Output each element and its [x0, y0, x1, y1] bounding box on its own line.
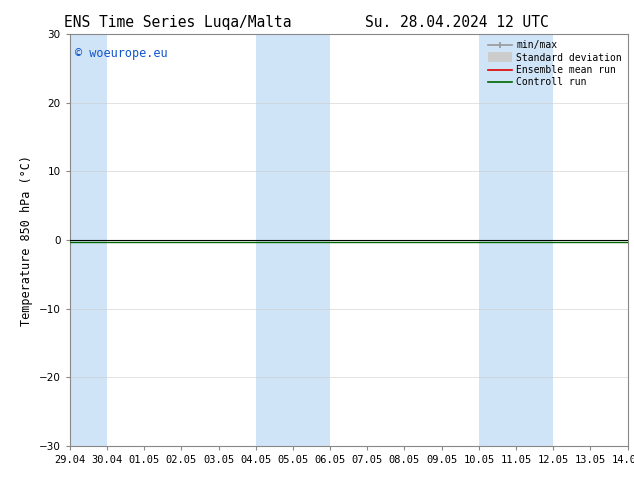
Bar [479, 34, 553, 446]
Bar [70, 34, 107, 446]
Text: © woeurope.eu: © woeurope.eu [75, 47, 168, 60]
Legend: min/max, Standard deviation, Ensemble mean run, Controll run: min/max, Standard deviation, Ensemble me… [484, 36, 626, 91]
Bar [256, 34, 330, 446]
Text: ENS Time Series Luqa/Malta: ENS Time Series Luqa/Malta [64, 15, 291, 30]
Text: Su. 28.04.2024 12 UTC: Su. 28.04.2024 12 UTC [365, 15, 548, 30]
Y-axis label: Temperature 850 hPa (°C): Temperature 850 hPa (°C) [20, 155, 33, 325]
